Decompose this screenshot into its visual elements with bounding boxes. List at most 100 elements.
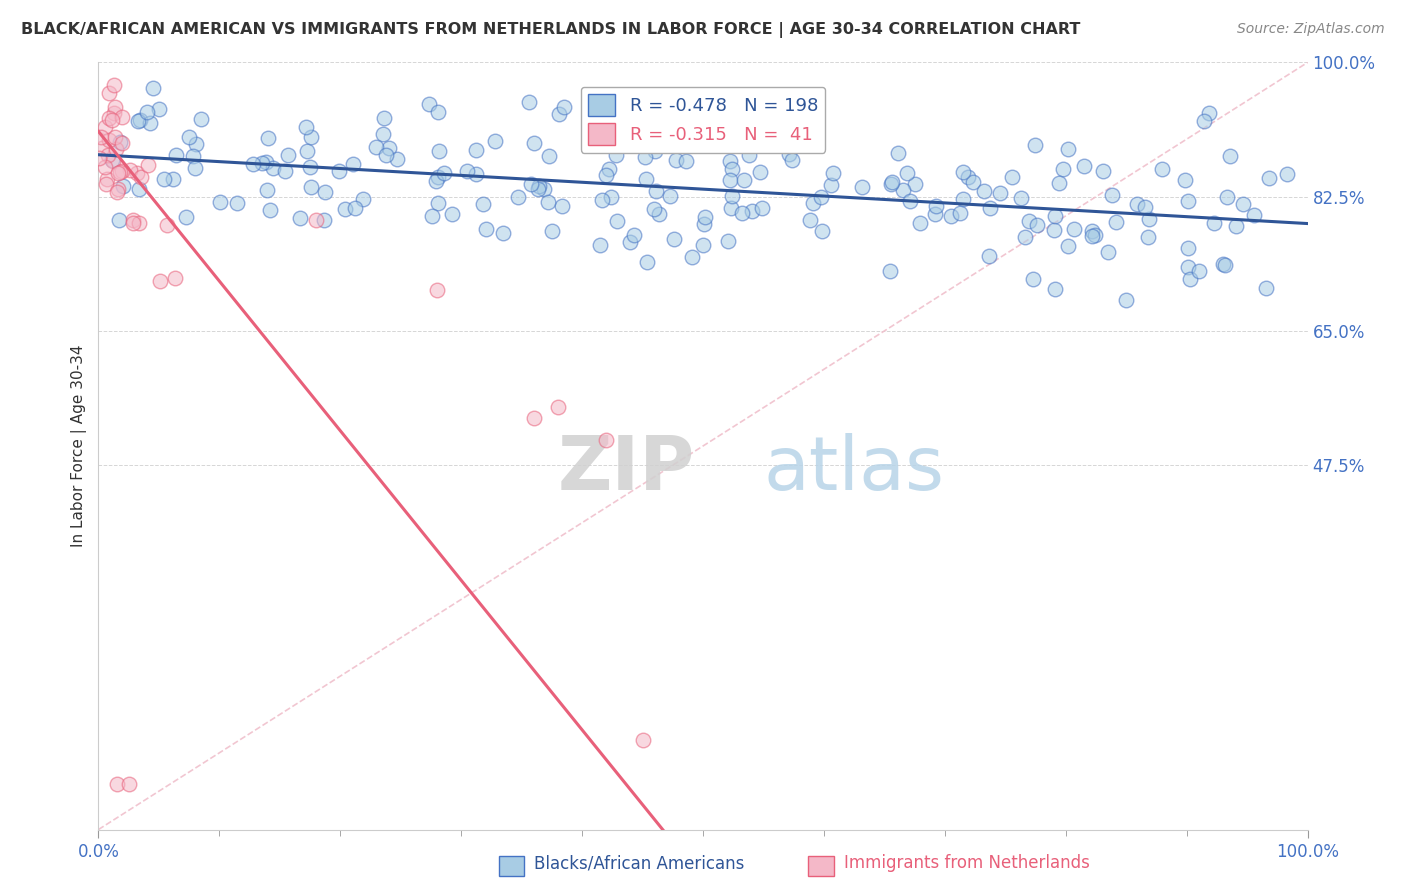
Point xyxy=(1014,229,1036,244)
Point xyxy=(127,113,149,128)
Point xyxy=(1192,114,1215,128)
Point xyxy=(426,104,449,119)
Point xyxy=(731,206,754,220)
Point xyxy=(94,160,117,174)
Point xyxy=(962,175,984,189)
Point xyxy=(1275,167,1298,181)
Point xyxy=(1097,244,1119,259)
Point xyxy=(799,212,821,227)
Point xyxy=(506,190,529,204)
Point xyxy=(129,170,152,185)
Point xyxy=(111,110,134,124)
Point xyxy=(295,144,318,158)
Point xyxy=(820,178,842,193)
Point xyxy=(181,149,204,163)
Point xyxy=(305,213,328,227)
Point xyxy=(551,199,574,213)
Point xyxy=(908,216,931,230)
Point xyxy=(252,156,274,170)
Point xyxy=(665,153,688,168)
Point xyxy=(492,226,515,240)
Point xyxy=(891,183,914,197)
Point xyxy=(533,182,555,196)
Point xyxy=(277,147,299,161)
Point xyxy=(925,199,948,213)
Point xyxy=(107,182,129,196)
Point xyxy=(1137,212,1160,227)
Point xyxy=(595,433,617,447)
Point xyxy=(720,202,742,216)
Point xyxy=(256,183,278,197)
Point xyxy=(1092,164,1115,178)
Point xyxy=(693,217,716,231)
Point xyxy=(1081,224,1104,238)
Point xyxy=(122,216,145,230)
Point xyxy=(108,212,131,227)
Point xyxy=(1202,216,1225,230)
Point xyxy=(97,148,120,162)
Point xyxy=(87,151,110,165)
Point xyxy=(952,165,974,179)
Point xyxy=(1056,239,1078,253)
Point xyxy=(177,129,200,144)
Point xyxy=(290,211,312,226)
Point xyxy=(880,177,903,191)
Point xyxy=(733,172,755,186)
Point xyxy=(1212,257,1234,271)
Point xyxy=(128,182,150,196)
Point xyxy=(162,172,184,186)
Point xyxy=(1063,221,1085,235)
Point xyxy=(107,166,129,180)
Point xyxy=(1115,293,1137,307)
Point xyxy=(979,201,1001,215)
Point xyxy=(973,185,995,199)
Point xyxy=(801,195,824,210)
Point xyxy=(1133,200,1156,214)
Point xyxy=(924,207,946,221)
Point xyxy=(427,170,450,185)
Point xyxy=(1198,106,1220,120)
Point xyxy=(136,158,159,172)
Point xyxy=(956,169,979,184)
Point xyxy=(373,112,395,126)
Point xyxy=(1010,191,1032,205)
Point xyxy=(418,96,440,111)
Point xyxy=(1026,218,1049,232)
Point xyxy=(721,161,744,176)
Point xyxy=(537,194,560,209)
Point xyxy=(456,164,478,178)
Text: Blacks/African Americans: Blacks/African Americans xyxy=(534,855,745,872)
Point xyxy=(1178,272,1201,286)
Point xyxy=(1225,219,1247,233)
Point xyxy=(257,131,280,145)
Point xyxy=(1174,173,1197,187)
Point xyxy=(378,141,401,155)
Point xyxy=(527,178,550,193)
Point xyxy=(426,196,449,211)
Point xyxy=(517,95,540,110)
Point xyxy=(644,145,666,159)
Point xyxy=(810,190,832,204)
Point xyxy=(148,102,170,116)
Point xyxy=(540,224,562,238)
Point xyxy=(1043,282,1066,296)
Point xyxy=(1047,176,1070,190)
Point xyxy=(1177,260,1199,274)
Point xyxy=(425,174,447,188)
Point xyxy=(471,196,494,211)
Point xyxy=(591,133,613,147)
Point xyxy=(654,135,676,149)
Point xyxy=(364,140,387,154)
Text: ZIP: ZIP xyxy=(558,433,695,506)
Point xyxy=(90,130,112,145)
Point xyxy=(226,196,249,211)
Point xyxy=(104,142,127,156)
Point xyxy=(104,100,127,114)
Point xyxy=(1052,162,1074,177)
Point xyxy=(328,164,350,178)
Point xyxy=(174,210,197,224)
Point xyxy=(659,188,682,202)
Point xyxy=(1021,272,1043,286)
Point xyxy=(879,264,901,278)
Point xyxy=(163,271,186,285)
